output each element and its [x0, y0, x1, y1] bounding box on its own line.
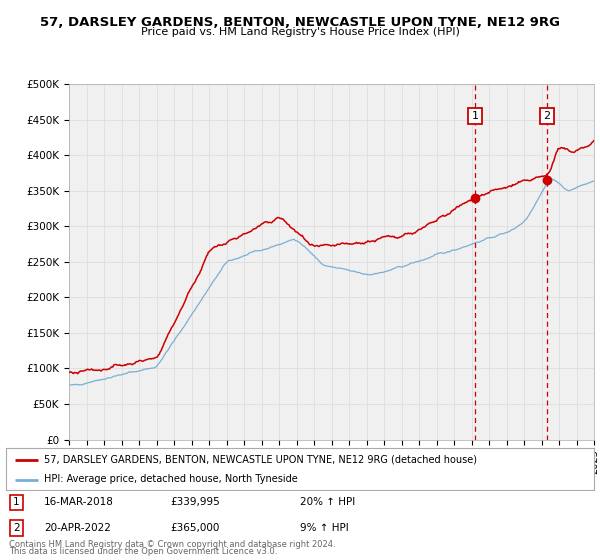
- Text: HPI: Average price, detached house, North Tyneside: HPI: Average price, detached house, Nort…: [44, 474, 298, 484]
- Text: Price paid vs. HM Land Registry's House Price Index (HPI): Price paid vs. HM Land Registry's House …: [140, 27, 460, 38]
- Text: 1: 1: [472, 111, 479, 121]
- Text: 16-MAR-2018: 16-MAR-2018: [44, 497, 114, 507]
- Text: 20% ↑ HPI: 20% ↑ HPI: [300, 497, 355, 507]
- Text: 20-APR-2022: 20-APR-2022: [44, 523, 111, 533]
- Text: £365,000: £365,000: [170, 523, 220, 533]
- Text: 2: 2: [13, 523, 20, 533]
- Text: This data is licensed under the Open Government Licence v3.0.: This data is licensed under the Open Gov…: [9, 548, 277, 557]
- Text: 9% ↑ HPI: 9% ↑ HPI: [300, 523, 349, 533]
- Text: 2: 2: [543, 111, 550, 121]
- Text: Contains HM Land Registry data © Crown copyright and database right 2024.: Contains HM Land Registry data © Crown c…: [9, 540, 335, 549]
- Text: 1: 1: [13, 497, 20, 507]
- Text: 57, DARSLEY GARDENS, BENTON, NEWCASTLE UPON TYNE, NE12 9RG: 57, DARSLEY GARDENS, BENTON, NEWCASTLE U…: [40, 16, 560, 29]
- Text: £339,995: £339,995: [170, 497, 220, 507]
- Text: 57, DARSLEY GARDENS, BENTON, NEWCASTLE UPON TYNE, NE12 9RG (detached house): 57, DARSLEY GARDENS, BENTON, NEWCASTLE U…: [44, 455, 477, 465]
